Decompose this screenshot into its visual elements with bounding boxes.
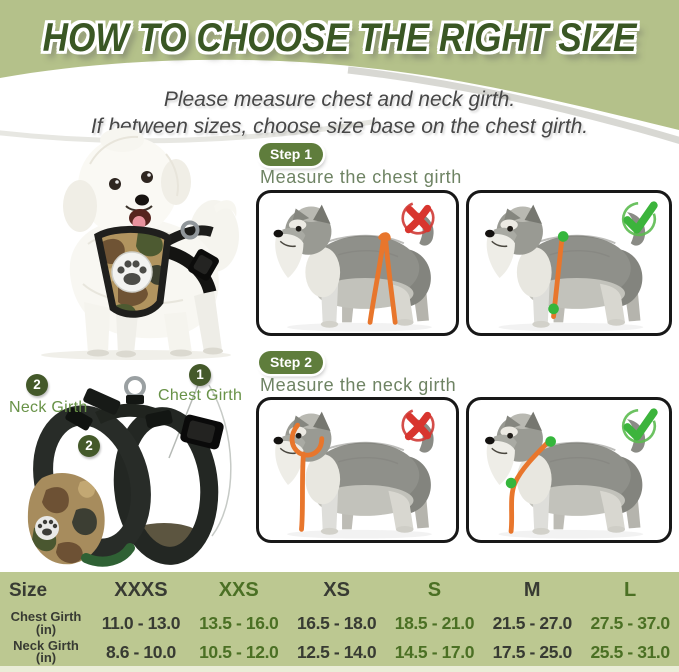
table-cell: 14.5 - 17.0 [394,641,475,662]
table-cell: 11.0 - 13.0 [101,613,181,633]
measuring-tape [367,232,398,325]
green-check-icon [619,198,659,238]
paw-icon [35,516,59,540]
step-2-wrong-photo [256,397,459,543]
step-1-caption: Measure the chest girth [260,167,462,187]
page-title: HOW TO CHOOSE THE RIGHT SIZE [42,16,637,60]
schnauzer-photo [272,203,435,333]
row-label-text: Neck Girth [13,637,79,653]
red-x-icon [398,405,438,445]
buckle [180,414,224,450]
camo-pattern [32,480,97,564]
table-cell: 25.5 - 31.0 [590,641,670,662]
step-1-correct-photo [466,190,672,336]
point-2-badge: 2 [26,374,48,396]
neck-girth-row: Neck Girth (in) 8.6 - 10.0 10.5 - 12.0 1… [0,638,679,666]
step-1-badge: Step 1 [259,143,324,166]
maltese-dog-photo [41,128,239,360]
table-cell: 18.5 - 21.0 [394,613,475,633]
table-header-row: Size XXXS XXS XS S M L [0,572,679,609]
col-xxs: XXS [218,579,259,601]
col-xs: XS [323,579,350,601]
step-2-caption: Measure the neck girth [260,375,457,395]
table-cell: 13.5 - 16.0 [199,613,279,633]
d-ring-icon [124,376,146,398]
chest-girth-row: Chest Girth (in) 11.0 - 13.0 13.5 - 16.0… [0,609,679,638]
table-cell: 16.5 - 18.0 [296,613,377,633]
header-wave-background [0,0,679,150]
col-m: M [523,579,541,601]
schnauzer-photo [484,203,647,333]
row-label-unit: (in) [35,621,57,637]
measuring-tape [548,231,569,319]
subtitle-line-2: If between sizes, choose size base on th… [90,115,589,138]
table-cell: 17.5 - 25.0 [492,641,573,662]
step-2-correct-photo [466,397,672,543]
step-2-badge: Step 2 [259,351,324,374]
table-cell: 27.5 - 37.0 [590,613,670,633]
col-l: L [623,579,637,601]
measuring-tape [505,436,556,534]
green-check-icon [619,405,659,445]
col-size: Size [9,579,48,601]
table-cell: 12.5 - 14.0 [296,641,377,662]
red-x-icon [398,198,438,238]
row-label-text: Chest Girth [10,609,82,624]
table-cell: 21.5 - 27.0 [492,613,573,633]
paw-icon [111,251,153,293]
size-table: Size XXXS XXS XS S M L Chest Girth (in) … [0,572,679,666]
col-s: S [427,579,442,601]
table-cell: 10.5 - 12.0 [199,641,279,662]
table-cell: 8.6 - 10.0 [105,641,176,662]
row-label-unit: (in) [35,650,57,665]
row-label: Neck Girth (in) [0,637,92,665]
row-label: Chest Girth (in) [0,609,92,637]
harness-photo [27,376,232,567]
chest-girth-label: Chest Girth [158,387,243,404]
col-xxxs: XXXS [114,579,168,601]
harness-diagram: 1 Chest Girth 2 Neck Girth 2 [6,360,250,570]
neck-strap-badge: 2 [78,435,100,457]
measuring-tape [289,422,325,532]
subtitle-line-1: Please measure chest and neck girth. [163,88,516,111]
step-1-wrong-photo [256,190,459,336]
point-1-badge: 1 [189,364,211,386]
schnauzer-photo [272,410,435,540]
neck-girth-label: Neck Girth [9,399,88,416]
bottom-edge-strip [0,666,679,672]
schnauzer-photo [484,410,647,540]
